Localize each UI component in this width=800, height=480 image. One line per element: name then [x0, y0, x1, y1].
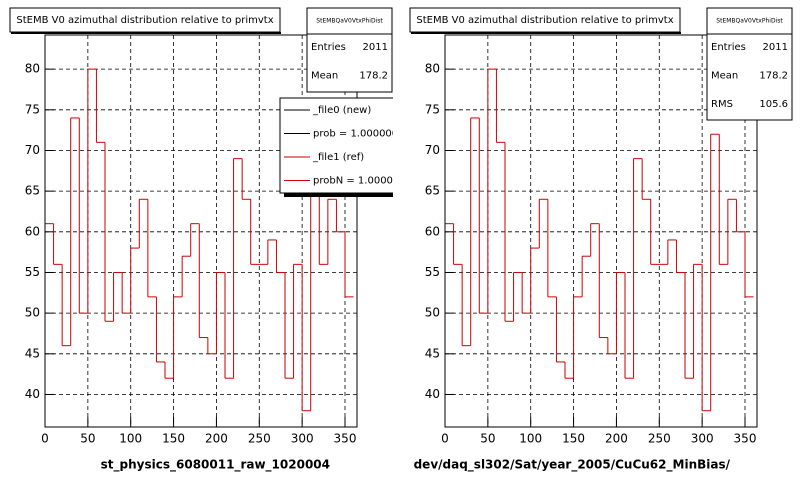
y-tick-label: 80: [25, 62, 40, 76]
y-tick-label: 55: [25, 265, 40, 279]
stats-label: Mean: [311, 71, 338, 82]
frame-border: [444, 34, 758, 428]
y-tick-label: 40: [25, 387, 40, 401]
stats-title: StEMBQaV0VtxPhiDist: [316, 18, 383, 25]
stats-value: 105.6: [759, 99, 788, 110]
legend-label: _file0 (new): [312, 105, 371, 116]
y-tick-label: 70: [425, 143, 440, 157]
x-tick-label: 150: [162, 432, 185, 446]
chart-title: StEMB V0 azimuthal distribution relative…: [416, 15, 673, 26]
stats-title: StEMBQaV0VtxPhiDist: [716, 18, 783, 25]
y-tick-label: 60: [425, 224, 440, 238]
x-tick-label: 50: [80, 432, 95, 446]
x-tick-label: 300: [291, 432, 314, 446]
y-tick-label: 40: [425, 387, 440, 401]
x-axis-title: st_physics_6080011_raw_1020004: [101, 458, 330, 473]
y-tick-label: 50: [25, 306, 40, 320]
x-tick-label: 150: [562, 432, 585, 446]
y-tick-label: 75: [425, 102, 440, 116]
pad: 40 45 50 55 60 65 70 75 80 0 50 100 150 200 250 300 350d…: [409, 7, 793, 473]
x-axis-title: dev/daq_sl302/Sat/year_2005/CuCu62_MinBi…: [414, 458, 731, 473]
pad: 40 45 50 55 60 65 70 75 80 0 50 100 150 200 250 300 350 s…: [9, 7, 406, 473]
y-tick-label: 80: [425, 62, 440, 76]
y-tick-label: 55: [425, 265, 440, 279]
frame: [444, 34, 758, 428]
frame: [44, 34, 358, 428]
legend-box: [279, 97, 393, 194]
x-tick-label: 250: [648, 432, 671, 446]
y-tick-label: 45: [425, 346, 440, 360]
y-tick-label: 50: [425, 306, 440, 320]
chart-title: StEMB V0 azimuthal distribution relative…: [16, 15, 273, 26]
x-tick-label: 200: [205, 432, 228, 446]
stats-box: [306, 7, 393, 93]
x-tick-label: 200: [605, 432, 628, 446]
title-box: [409, 7, 681, 33]
stats-box: [706, 7, 793, 121]
x-tick-label: 50: [480, 432, 495, 446]
stats-label: Entries: [711, 42, 746, 53]
x-tick-label: 350: [334, 432, 357, 446]
x-tick-label: 350: [734, 432, 757, 446]
stats-value: 2011: [763, 42, 788, 53]
x-tick-label: 0: [41, 432, 49, 446]
legend-label: prob = 1.000000: [313, 129, 398, 140]
frame-border: [44, 34, 358, 428]
legend-label: probN = 1.000000: [313, 176, 406, 187]
x-tick-label: 100: [519, 432, 542, 446]
y-tick-label: 65: [25, 184, 40, 198]
x-tick-label: 300: [691, 432, 714, 446]
y-tick-label: 65: [425, 184, 440, 198]
stats-label: Entries: [311, 42, 346, 53]
stats-value: 178.2: [759, 71, 788, 82]
y-tick-label: 60: [25, 224, 40, 238]
stats-label: RMS: [711, 99, 733, 110]
x-tick-label: 250: [248, 432, 271, 446]
x-tick-label: 0: [441, 432, 449, 446]
legend-label: _file1 (ref): [312, 152, 364, 163]
y-tick-label: 75: [25, 102, 40, 116]
y-tick-label: 45: [25, 346, 40, 360]
y-tick-label: 70: [25, 143, 40, 157]
title-box: [9, 7, 281, 33]
stats-label: Mean: [711, 71, 738, 82]
x-tick-label: 100: [119, 432, 142, 446]
stats-value: 178.2: [359, 71, 388, 82]
stats-value: 2011: [363, 42, 388, 53]
